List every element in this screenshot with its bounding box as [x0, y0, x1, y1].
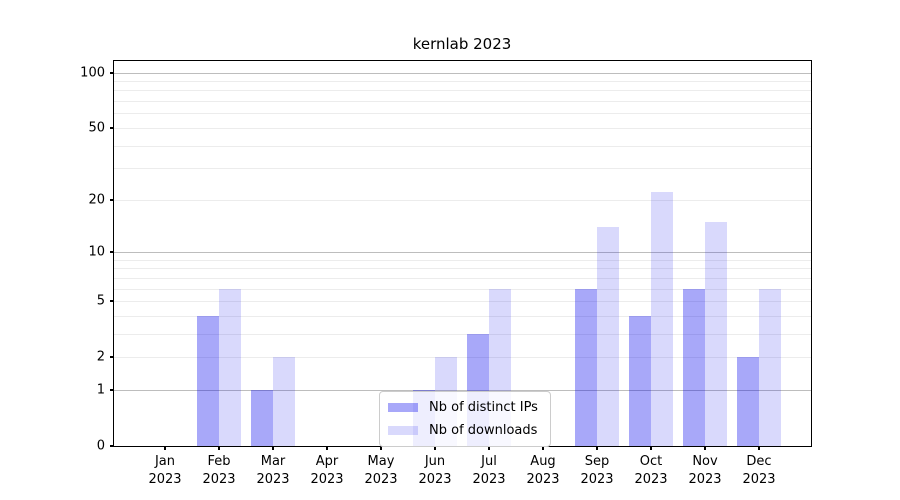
- gridline-minor: [114, 145, 811, 147]
- gridline-minor: [114, 113, 811, 115]
- x-tick-label: Sep 2023: [580, 454, 614, 487]
- gridline-major: [114, 72, 811, 74]
- y-tick-mark: [110, 126, 114, 129]
- legend-swatch-downloads: [388, 426, 418, 435]
- gridline-major: [114, 252, 811, 253]
- bar-downloads-nov: [705, 221, 727, 446]
- gridline-minor: [114, 199, 811, 201]
- y-tick-mark: [110, 251, 114, 253]
- y-axis: 0 1 2 5 10 20 50 100: [80, 61, 811, 454]
- bar-distinct-ips-nov: [683, 288, 705, 446]
- legend: Nb of distinct IPs Nb of downloads: [379, 391, 551, 447]
- y-tick-label: 50: [88, 120, 105, 136]
- x-tick-mark: [380, 446, 382, 450]
- chart-title: kernlab 2023: [412, 35, 512, 53]
- y-tick-label: 1: [96, 382, 105, 398]
- y-tick-mark: [110, 198, 114, 201]
- gridline-minor: [114, 357, 811, 359]
- bar-distinct-ips-dec: [737, 357, 759, 446]
- y-tick-mark: [110, 300, 114, 302]
- gridline-minor: [114, 90, 811, 92]
- x-tick-label: Mar 2023: [256, 454, 290, 487]
- legend-label-distinct-ips: Nb of distinct IPs: [429, 400, 538, 415]
- x-tick-mark: [218, 446, 220, 450]
- y-tick-label: 100: [80, 65, 105, 81]
- x-tick-label: Dec 2023: [742, 454, 776, 487]
- x-tick-label: May 2023: [364, 454, 398, 487]
- y-tick-label: 2: [96, 349, 105, 365]
- bar-distinct-ips-feb: [197, 315, 219, 446]
- y-tick-label: 20: [88, 192, 105, 208]
- x-tick-mark: [650, 446, 652, 450]
- x-axis: Jan 2023 Feb 2023 Mar 2023 Apr 2023 May 2023 Jun 20…: [114, 61, 811, 487]
- gridline-minor: [114, 268, 811, 270]
- x-tick-label: Aug 2023: [526, 454, 560, 487]
- bar-downloads-sep: [597, 226, 619, 446]
- y-tick-mark: [110, 356, 114, 359]
- x-tick-label: Jun 2023: [418, 454, 452, 487]
- gridline-minor: [114, 333, 811, 335]
- legend-item-downloads: Nb of downloads: [388, 423, 538, 438]
- bar-downloads-mar: [273, 357, 295, 446]
- gridline-minor: [114, 301, 811, 302]
- legend-item-distinct-ips: Nb of distinct IPs: [388, 400, 538, 415]
- bar-downloads-oct: [651, 192, 673, 446]
- bar-distinct-ips-sep: [575, 288, 597, 446]
- y-tick-mark: [110, 71, 114, 74]
- gridline-minor: [114, 81, 811, 82]
- x-tick-label: Jul 2023: [472, 454, 506, 487]
- x-tick-mark: [164, 446, 166, 450]
- gridline-minor: [114, 127, 811, 129]
- x-tick-mark: [596, 446, 598, 450]
- gridline-minor: [114, 288, 811, 290]
- gridline-minor: [114, 277, 811, 279]
- x-tick-mark: [272, 446, 274, 450]
- x-tick-mark: [434, 446, 436, 450]
- plot-area: 0 1 2 5 10 20 50 100 Jan 2023 Feb 2023 Mar 2023 Apr 20…: [80, 60, 812, 487]
- x-tick-label: Feb 2023: [202, 454, 236, 487]
- gridline-major: [114, 389, 811, 391]
- y-tick-label: 5: [96, 293, 105, 309]
- bar-downloads-dec: [759, 288, 781, 446]
- x-tick-label: Nov 2023: [688, 454, 722, 487]
- x-tick-mark: [542, 446, 544, 450]
- gridline-minor: [114, 259, 811, 261]
- legend-label-downloads: Nb of downloads: [429, 423, 538, 438]
- bar-downloads-feb: [219, 288, 241, 446]
- x-tick-mark: [704, 446, 706, 450]
- x-tick-label: Jan 2023: [148, 454, 182, 487]
- x-tick-mark: [326, 446, 328, 450]
- x-tick-label: Apr 2023: [310, 454, 344, 487]
- legend-swatch-distinct-ips: [388, 403, 418, 412]
- y-tick-mark: [110, 388, 114, 391]
- gridlines-layer: [114, 61, 811, 446]
- gridline-minor: [114, 168, 811, 170]
- x-tick-label: Oct 2023: [634, 454, 668, 487]
- y-tick-mark: [110, 445, 114, 447]
- x-tick-mark: [488, 446, 490, 450]
- x-tick-mark: [758, 446, 760, 450]
- bar-distinct-ips-oct: [629, 315, 651, 446]
- bar-distinct-ips-mar: [251, 389, 273, 446]
- gridline-minor: [114, 101, 811, 103]
- y-tick-label: 10: [88, 244, 105, 260]
- y-tick-label: 0: [96, 438, 105, 454]
- gridline-minor: [114, 315, 811, 317]
